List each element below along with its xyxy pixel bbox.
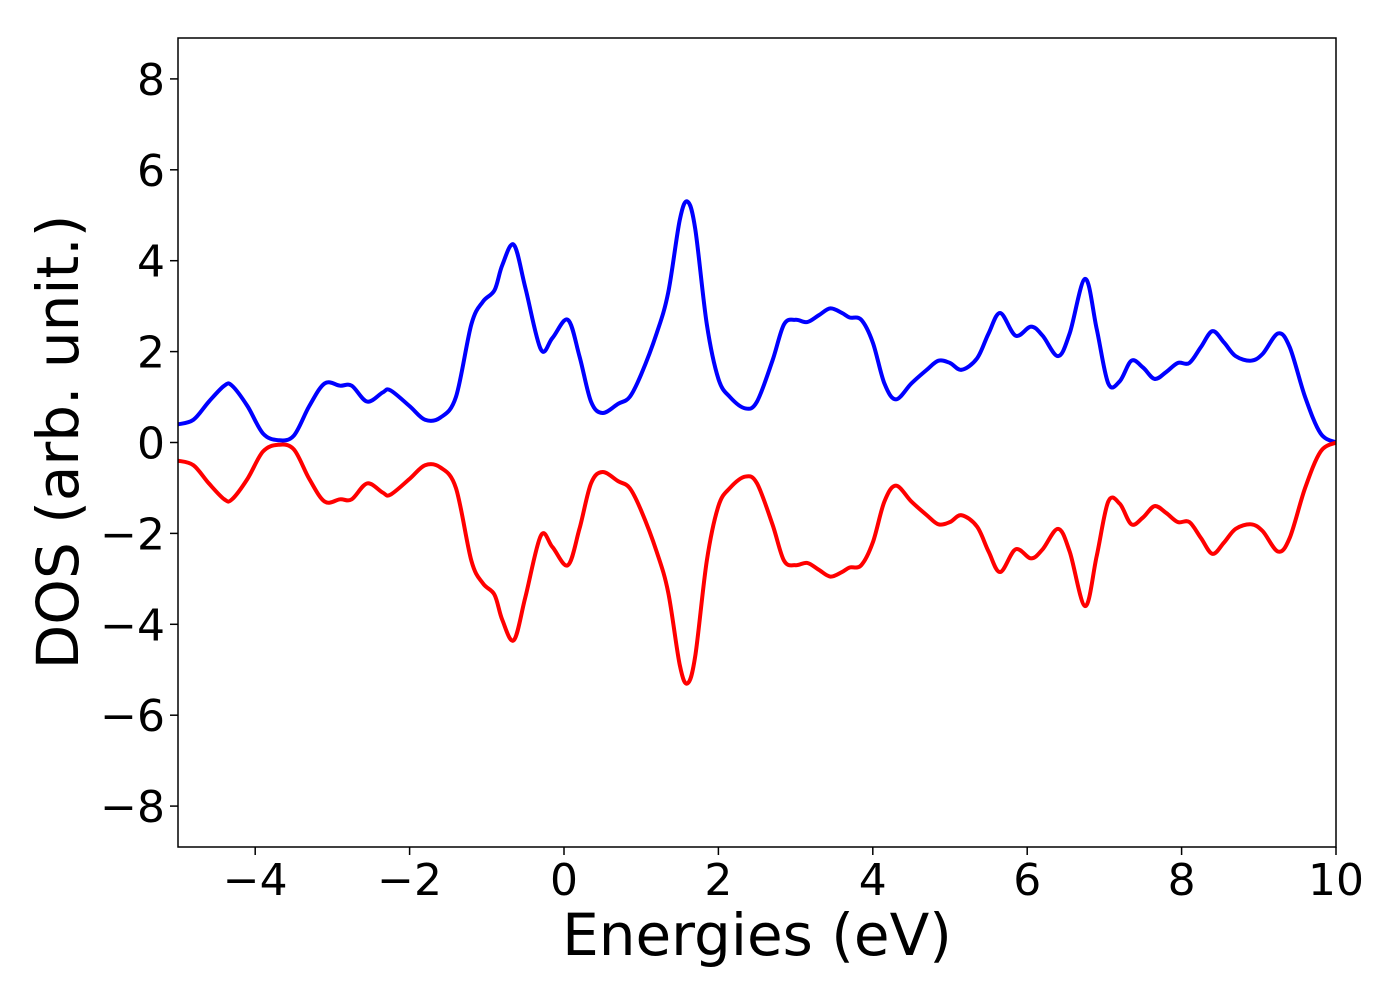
x-tick-label: −2 <box>377 855 442 906</box>
x-tick-label: 4 <box>859 855 887 906</box>
y-tick-label: 0 <box>137 419 165 470</box>
y-tick-label: 8 <box>137 55 165 106</box>
dos-line <box>178 440 1336 686</box>
x-tick-label: 10 <box>1308 855 1364 906</box>
x-axis-label: Energies (eV) <box>562 901 952 969</box>
y-tick-label: 6 <box>137 146 165 197</box>
y-axis-label: DOS (arb. unit.) <box>24 215 92 670</box>
x-tick-label: 8 <box>1168 855 1196 906</box>
x-tick-label: 2 <box>704 855 732 906</box>
y-tick-label: −2 <box>100 509 165 560</box>
y-tick-label: 2 <box>137 328 165 379</box>
y-tick-label: −8 <box>100 782 165 833</box>
x-tick-label: 0 <box>550 855 578 906</box>
dos-line <box>178 199 1336 445</box>
y-tick-label: 4 <box>137 237 165 288</box>
plot-frame <box>177 37 1337 848</box>
x-tick-label: −4 <box>223 855 288 906</box>
x-tick-label: 6 <box>1013 855 1041 906</box>
y-tick-label: −4 <box>100 600 165 651</box>
y-tick-label: −6 <box>100 691 165 742</box>
